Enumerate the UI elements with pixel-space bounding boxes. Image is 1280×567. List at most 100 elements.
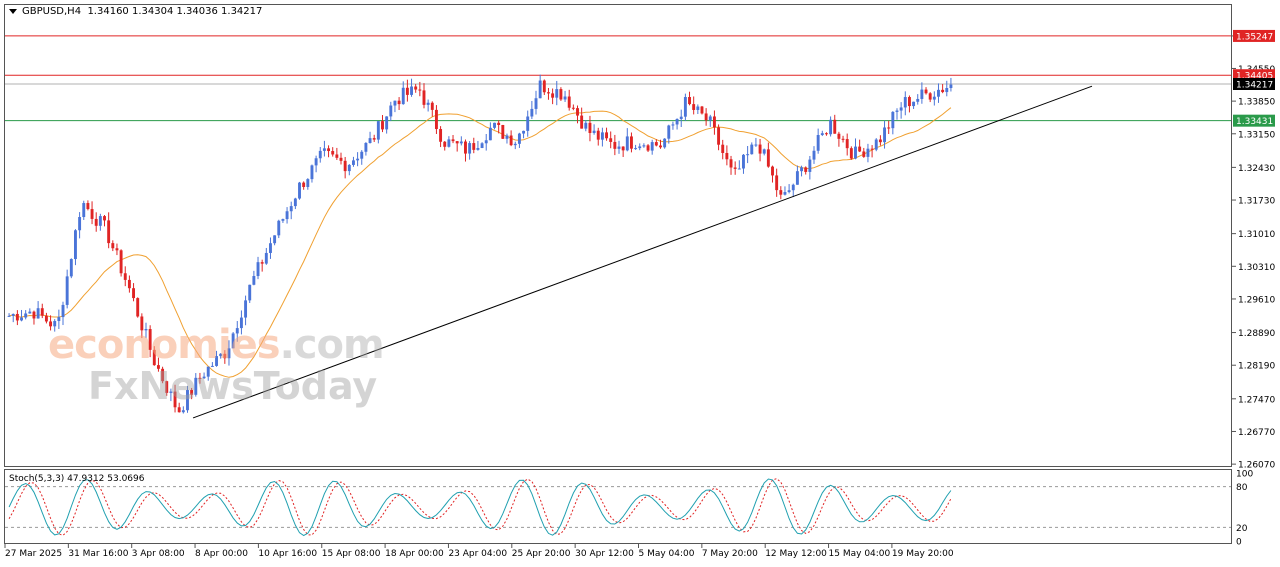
y-tick-label: 1.28890 — [1238, 329, 1275, 339]
ohlc-values: 1.34160 1.34304 1.34036 1.34217 — [87, 6, 263, 17]
stochastic-lines: 100 80 20 0 — [5, 470, 1253, 548]
chart-header: GBPUSD,H4 1.34160 1.34304 1.34036 1.3421… — [9, 6, 262, 17]
candle-body — [679, 116, 683, 119]
candle-body — [389, 105, 393, 117]
candle-body — [132, 288, 136, 299]
candle-body — [746, 154, 750, 156]
candle-body — [605, 132, 609, 139]
candle-body — [854, 146, 857, 159]
y-tick-label: 1.30310 — [1238, 263, 1275, 273]
candle-body — [526, 116, 530, 131]
x-tick-label: 30 Apr 12:00 — [575, 549, 634, 559]
candle-body — [717, 127, 721, 145]
candle-body — [571, 107, 575, 109]
x-tick-label: 15 May 04:00 — [829, 549, 891, 559]
candle-body — [700, 106, 704, 114]
candle-body — [600, 132, 604, 140]
dropdown-triangle-icon[interactable] — [9, 8, 17, 14]
candle-body — [347, 164, 351, 172]
candle-body — [318, 150, 322, 159]
candle-body — [306, 179, 310, 187]
price-lines — [5, 35, 1231, 122]
candle-body — [103, 216, 106, 221]
candle-body — [596, 130, 600, 140]
candle-body — [322, 148, 326, 151]
candle-body — [144, 329, 148, 331]
candle-body — [907, 97, 911, 107]
candle-body — [650, 142, 654, 151]
candle-body — [165, 381, 169, 393]
x-tick-label: 18 Apr 00:00 — [385, 549, 444, 559]
price-line-label: 1.34217 — [1236, 80, 1273, 90]
y-tick-label: 1.31730 — [1238, 197, 1275, 207]
candle-body — [40, 308, 44, 316]
candle-body — [385, 116, 389, 130]
candle-body — [576, 108, 579, 116]
candle-body — [401, 87, 405, 105]
x-tick-label: 31 Mar 16:00 — [68, 549, 128, 559]
candle-body — [663, 138, 667, 148]
candle-body — [173, 391, 177, 408]
candle-body — [488, 127, 492, 141]
candle-body — [381, 121, 384, 130]
x-tick-label: 5 May 04:00 — [639, 549, 695, 559]
candle-body — [397, 100, 401, 105]
candle-body — [98, 216, 102, 226]
stoch-level-label: 0 — [1236, 538, 1242, 548]
candle-body — [339, 157, 343, 161]
candle-body — [522, 130, 526, 134]
candle-body — [61, 304, 65, 318]
candle-body — [559, 89, 563, 100]
candle-body — [223, 353, 227, 359]
candle-body — [708, 116, 712, 121]
candle-body — [812, 150, 816, 160]
candle-body — [181, 410, 185, 413]
candle-body — [439, 129, 443, 142]
candle-body — [829, 119, 833, 135]
candle-body — [248, 284, 252, 301]
candle-body — [393, 100, 397, 106]
candle-body — [368, 138, 372, 143]
candle-body — [588, 122, 592, 133]
candle-body — [422, 90, 426, 105]
watermark-main: economies — [48, 322, 281, 368]
candle-body — [899, 107, 903, 111]
candle-body — [335, 154, 339, 158]
candle-body — [551, 93, 555, 98]
moving-average — [8, 107, 952, 378]
watermark-fxnewstoday: FxNewsToday — [88, 364, 378, 408]
y-tick-label: 1.27470 — [1238, 395, 1275, 405]
candle-body — [410, 86, 413, 95]
y-tick-label: 1.26070 — [1238, 461, 1275, 471]
candle-body — [285, 211, 289, 220]
y-tick-label: 1.33150 — [1238, 130, 1275, 140]
candles — [7, 74, 953, 414]
candle-body — [314, 158, 318, 166]
candle-body — [497, 122, 501, 126]
candle-body — [310, 165, 314, 180]
candle-body — [405, 87, 409, 95]
candle-body — [642, 145, 646, 147]
candle-body — [123, 273, 127, 280]
y-tick-label: 1.29610 — [1238, 295, 1275, 305]
candle-body — [534, 98, 538, 109]
stochastic-panel — [4, 469, 1232, 544]
candle-body — [78, 217, 82, 231]
candle-body — [269, 243, 272, 253]
candle-body — [327, 148, 331, 152]
candle-body — [293, 198, 297, 207]
candle-body — [65, 276, 69, 305]
stoch-signal-line — [8, 478, 952, 536]
candle-body — [667, 125, 671, 139]
candle-body — [609, 138, 613, 142]
candle-body — [629, 136, 633, 149]
candle-body — [808, 159, 812, 172]
candle-body — [849, 148, 853, 159]
candle-body — [688, 97, 691, 105]
candle-body — [484, 140, 488, 144]
candle-body — [617, 146, 621, 149]
candle-body — [206, 366, 210, 377]
candle-body — [127, 279, 131, 289]
